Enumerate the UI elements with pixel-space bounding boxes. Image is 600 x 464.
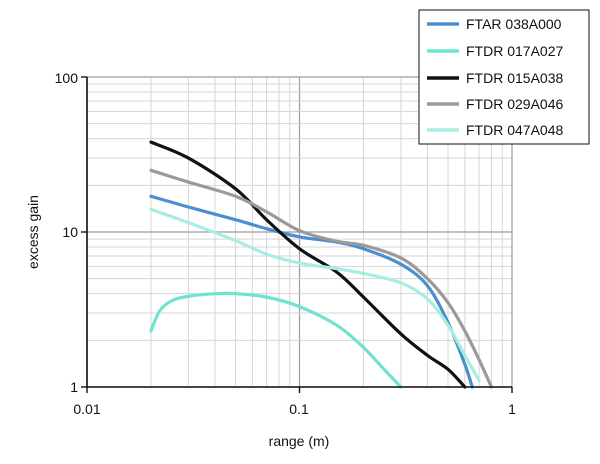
x-tick-label-1: 0.1 — [289, 401, 309, 417]
series-line-2 — [149, 140, 467, 389]
legend-label-3: FTDR 029A046 — [466, 96, 563, 112]
y-tick-label-0: 1 — [70, 379, 78, 395]
y-tick-label-1: 10 — [62, 224, 78, 240]
series-line-4 — [149, 207, 481, 383]
y-axis-label: excess gain — [25, 195, 41, 269]
legend-label-2: FTDR 015A038 — [466, 70, 563, 86]
legend-entry-3: FTDR 029A046 — [427, 96, 563, 112]
legend-label-0: FTAR 038A000 — [466, 16, 562, 32]
legend-label-4: FTDR 047A048 — [466, 122, 563, 138]
legend-entry-1: FTDR 017A027 — [427, 43, 563, 59]
legend-entry-4: FTDR 047A048 — [427, 122, 563, 138]
series-lines — [149, 140, 494, 389]
series-line-1 — [149, 291, 403, 389]
legend-entry-2: FTDR 015A038 — [427, 70, 563, 86]
legend: FTAR 038A000 FTDR 017A027 FTDR 015A038 F… — [418, 9, 590, 145]
x-tick-label-0: 0.01 — [73, 401, 100, 417]
axes — [81, 76, 513, 393]
x-axis-label: range (m) — [269, 433, 330, 449]
legend-entry-0: FTAR 038A000 — [427, 16, 562, 32]
series-line-3 — [149, 168, 494, 389]
y-tick-label-2: 100 — [55, 70, 79, 86]
x-tick-label-2: 1 — [508, 401, 516, 417]
legend-label-1: FTDR 017A027 — [466, 43, 563, 59]
